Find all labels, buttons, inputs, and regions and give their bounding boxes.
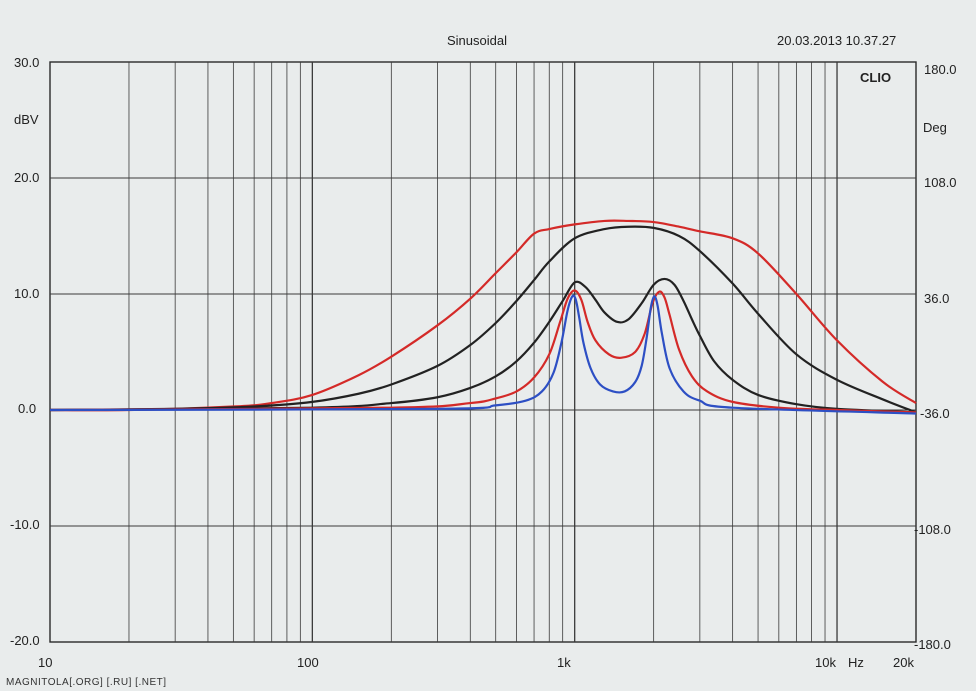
y2-tick-label: -36.0	[920, 406, 950, 421]
y-tick-label: 30.0	[14, 55, 40, 70]
y2-tick-label: 180.0	[924, 62, 957, 77]
y-tick-label: 0.0	[18, 401, 37, 416]
y-tick-label: -20.0	[10, 633, 40, 648]
y2-tick-label: -108.0	[914, 522, 951, 537]
series-line-1	[49, 225, 917, 414]
plot-area-border	[49, 61, 917, 643]
watermark: MAGNITOLA[.ORG] [.RU] [.NET]	[6, 677, 167, 688]
y2-tick-label: 108.0	[924, 175, 957, 190]
series-line-3	[49, 289, 917, 414]
x-axis-unit: Hz	[848, 655, 864, 670]
y-tick-label: 10.0	[14, 286, 40, 301]
x-tick-label: 10	[38, 655, 53, 670]
vertical-grid	[128, 62, 838, 642]
y-axis-label: dBV	[14, 112, 39, 127]
x-tick-label: 20k	[893, 655, 914, 670]
x-tick-label: 1k	[557, 655, 571, 670]
y2-axis-label: Deg	[923, 120, 947, 135]
x-tick-label: 100	[297, 655, 319, 670]
timestamp: 20.03.2013 10.37.27	[777, 33, 897, 48]
y2-tick-label: 36.0	[924, 291, 950, 306]
series-layer	[49, 219, 917, 415]
y2-tick-label: -180.0	[914, 637, 951, 652]
chart-title: Sinusoidal	[447, 33, 507, 48]
horizontal-grid	[50, 177, 916, 527]
x-tick-label: 10k	[815, 655, 836, 670]
y-tick-label: -10.0	[10, 517, 40, 532]
series-line-4	[49, 294, 917, 415]
y-tick-label: 20.0	[14, 170, 40, 185]
series-line-0	[49, 219, 917, 412]
series-line-2	[49, 277, 917, 414]
clio-brand-label: CLIO	[860, 70, 892, 85]
